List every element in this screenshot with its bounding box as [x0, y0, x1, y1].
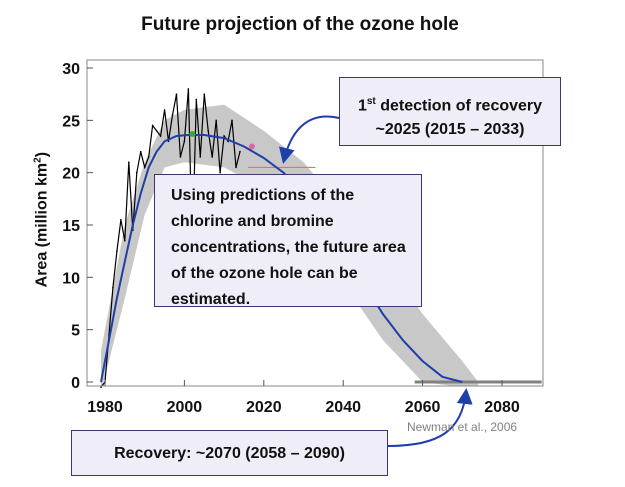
recovery-arrow: [387, 388, 473, 447]
observed-point: [100, 386, 102, 389]
observed-point: [120, 218, 122, 221]
observed-point: [219, 171, 221, 174]
y-tick-label: 10: [62, 270, 80, 287]
observed-point: [147, 156, 150, 158]
observed-point: [155, 130, 158, 132]
observed-series-line: [101, 88, 241, 386]
detection-arrow: [279, 115, 340, 164]
observed-point: [203, 93, 206, 95]
marker-point-2: [248, 143, 255, 150]
observed-point: [128, 161, 130, 163]
observed-point: [183, 140, 186, 143]
detection-text: detection of recovery: [375, 97, 543, 115]
x-tick-label: 2080: [484, 399, 520, 416]
y-tick-label: 30: [62, 61, 80, 78]
observed-point: [179, 156, 182, 158]
x-tick-label: 2060: [405, 399, 441, 416]
y-tick-label: 20: [62, 166, 80, 183]
observed-point: [124, 239, 126, 242]
projection-series-line: [100, 134, 463, 383]
observed-point: [195, 98, 198, 101]
x-tick-label: 2020: [246, 399, 282, 416]
observed-point: [159, 135, 162, 137]
x-tick-label: 2000: [167, 399, 203, 416]
observed-point: [199, 156, 202, 158]
y-tick-label: 25: [62, 113, 80, 130]
observed-point: [215, 119, 217, 122]
observed-point: [116, 250, 118, 252]
y-tick-label: 0: [71, 375, 80, 392]
detection-ordinal: 1: [357, 97, 367, 115]
observed-point: [207, 130, 210, 132]
y-tick-label: 5: [71, 323, 80, 340]
observed-point: [211, 156, 213, 158]
detection-sup: st: [366, 96, 376, 107]
x-tick-label: 1980: [87, 399, 123, 416]
observed-point: [139, 150, 142, 153]
detection-line1: 1st detection of recovery: [340, 90, 560, 118]
observed-point: [135, 171, 138, 174]
observed-point: [187, 88, 190, 90]
observed-point: [143, 166, 146, 169]
observed-point: [223, 135, 225, 137]
detection-line2: ~2025 (2015 – 2033): [375, 121, 525, 139]
observed-point: [171, 114, 174, 116]
y-tick-label: 15: [62, 218, 80, 235]
observed-point: [235, 166, 237, 169]
x-tick-label: 2040: [325, 399, 361, 416]
observed-point: [231, 119, 233, 122]
observed-point: [112, 287, 114, 289]
observed-point: [239, 150, 241, 153]
detection-callout: 1st detection of recovery ~2025 (2015 – …: [339, 77, 561, 146]
recovery-callout: Recovery: ~2070 (2058 – 2090): [71, 430, 388, 476]
chart-title: Future projection of the ozone hole: [141, 14, 459, 35]
observed-point: [163, 109, 166, 111]
plot-frame: [86, 59, 544, 387]
marker-point-1: [189, 130, 196, 137]
observed-point: [167, 140, 170, 143]
source-credit: Newman et al., 2006: [407, 420, 518, 434]
prediction-callout: Using predictions of the chlorine and br…: [154, 174, 422, 308]
observed-point: [151, 124, 154, 127]
observed-point: [175, 93, 178, 95]
